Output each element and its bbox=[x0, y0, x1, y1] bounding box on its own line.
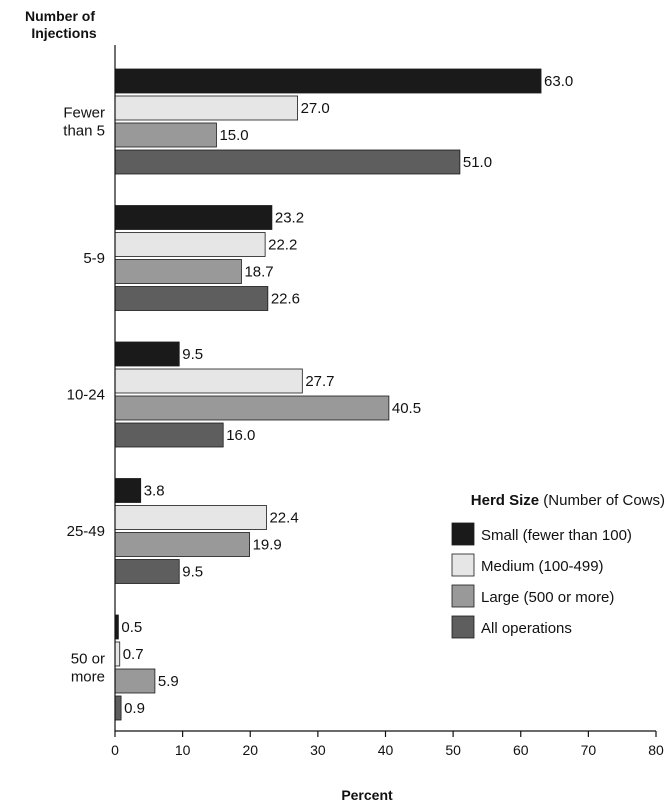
legend-swatch bbox=[451, 522, 475, 546]
bar-value-label: 19.9 bbox=[253, 537, 282, 554]
bar-value-label: 22.2 bbox=[268, 237, 297, 254]
legend-swatch bbox=[451, 553, 475, 577]
bar bbox=[114, 641, 121, 667]
bar bbox=[114, 341, 180, 367]
y-axis-title-line-1: Number of bbox=[25, 8, 95, 24]
bar-value-label: 27.7 bbox=[305, 373, 334, 390]
bar bbox=[114, 695, 122, 721]
bar bbox=[114, 668, 156, 694]
bar bbox=[114, 286, 269, 311]
bar-value-label: 23.2 bbox=[275, 210, 304, 227]
x-tick-label: 80 bbox=[648, 742, 664, 758]
bar bbox=[114, 368, 303, 394]
bar bbox=[114, 68, 542, 94]
legend: Herd Size (Number of Cows) Small (fewer t… bbox=[451, 492, 665, 639]
x-tick-label: 70 bbox=[581, 742, 597, 758]
bar-value-label: 16.0 bbox=[226, 427, 255, 444]
legend-item-label: Medium (100-499) bbox=[481, 558, 604, 575]
x-tick-label: 50 bbox=[445, 742, 461, 758]
category-label: Fewer bbox=[63, 105, 105, 122]
legend-item-label: All operations bbox=[481, 620, 572, 637]
bar-value-label: 15.0 bbox=[219, 127, 248, 144]
legend-title: Herd Size (Number of Cows) bbox=[471, 492, 665, 509]
bar-value-label: 27.0 bbox=[301, 100, 330, 117]
bar-value-label: 63.0 bbox=[544, 73, 573, 90]
bar bbox=[114, 559, 180, 584]
bar bbox=[114, 232, 266, 257]
bars-group: 63.0 27.0 15.0 51.0 23.2 22.2 18.7 22.6 9.5 27.7 4… bbox=[114, 68, 573, 721]
bar bbox=[114, 505, 267, 530]
bar-value-label: 22.6 bbox=[271, 291, 300, 308]
bar bbox=[114, 122, 217, 148]
bar-value-label: 5.9 bbox=[158, 673, 179, 690]
category-label: 10-24 bbox=[67, 387, 105, 404]
category-label: more bbox=[71, 669, 105, 686]
x-tick-label: 30 bbox=[310, 742, 326, 758]
category-label: 25-49 bbox=[67, 523, 105, 540]
bar-value-label: 3.8 bbox=[144, 483, 165, 500]
bar-value-label: 9.5 bbox=[182, 564, 203, 581]
legend-item-label: Large (500 or more) bbox=[481, 589, 614, 606]
axes: 0 10 20 30 40 50 60 70 80 bbox=[111, 45, 664, 758]
bar-value-label: 0.9 bbox=[124, 700, 145, 717]
category-label: 5-9 bbox=[83, 250, 105, 267]
bar-value-label: 0.7 bbox=[123, 646, 144, 663]
category-label: than 5 bbox=[63, 123, 105, 140]
x-tick-label: 0 bbox=[111, 742, 119, 758]
bar bbox=[114, 478, 142, 503]
bar-value-label: 40.5 bbox=[392, 400, 421, 417]
bar-value-label: 22.4 bbox=[269, 510, 298, 527]
x-tick-label: 10 bbox=[175, 742, 191, 758]
bar bbox=[114, 149, 461, 175]
x-axis-title: Percent bbox=[341, 787, 393, 803]
bar bbox=[114, 532, 250, 557]
x-tick-label: 40 bbox=[378, 742, 394, 758]
bar bbox=[114, 205, 273, 230]
legend-swatch bbox=[451, 615, 475, 639]
bar bbox=[114, 422, 224, 448]
bar-value-label: 9.5 bbox=[182, 346, 203, 363]
legend-item-label: Small (fewer than 100) bbox=[481, 527, 632, 544]
bar bbox=[114, 259, 242, 284]
y-axis-title: Number of Injections bbox=[25, 8, 97, 41]
category-label: 50 or bbox=[71, 651, 105, 668]
x-tick-label: 20 bbox=[242, 742, 258, 758]
bar-value-label: 18.7 bbox=[244, 264, 273, 281]
y-axis-title-line-2: Injections bbox=[31, 25, 97, 41]
bar-value-label: 51.0 bbox=[463, 154, 492, 171]
bar bbox=[114, 395, 390, 421]
legend-swatch bbox=[451, 584, 475, 608]
bar-value-label: 0.5 bbox=[121, 619, 142, 636]
bar bbox=[114, 95, 298, 121]
x-tick-label: 60 bbox=[513, 742, 529, 758]
